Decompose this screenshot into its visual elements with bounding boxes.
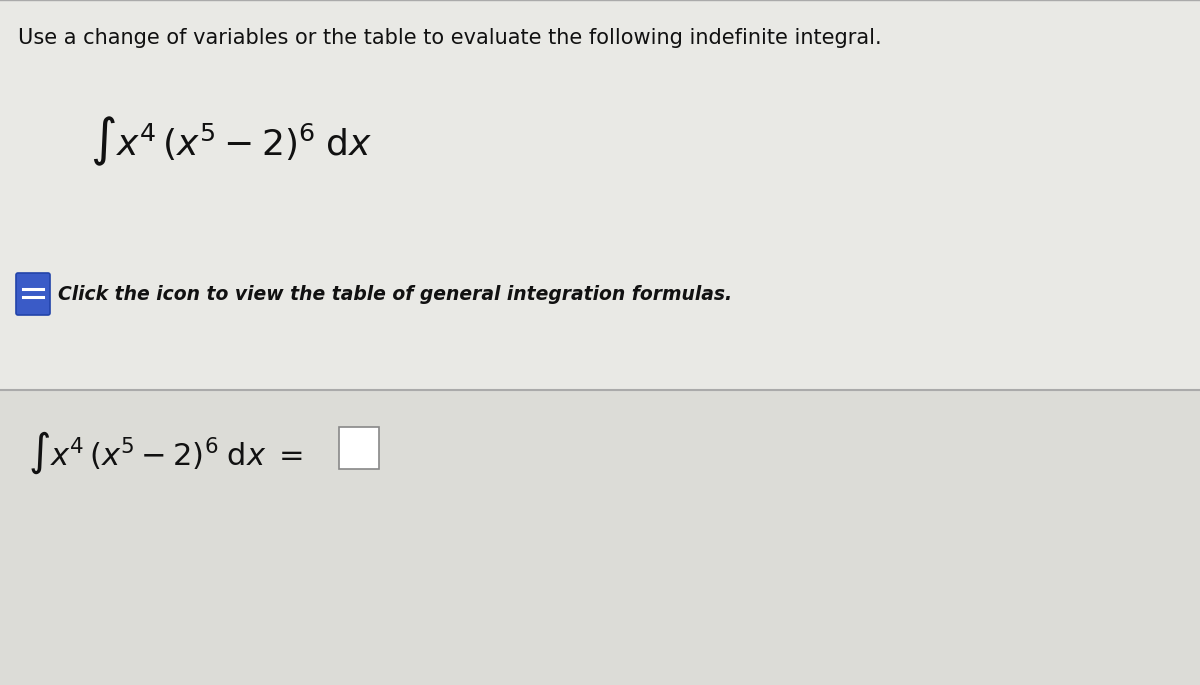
FancyBboxPatch shape [16, 273, 50, 315]
Text: $\int x^4\,(x^5-2)^6\;\mathrm{d}x\;=$: $\int x^4\,(x^5-2)^6\;\mathrm{d}x\;=$ [28, 430, 302, 477]
FancyBboxPatch shape [340, 427, 379, 469]
Text: Click the icon to view the table of general integration formulas.: Click the icon to view the table of gene… [58, 284, 732, 303]
FancyBboxPatch shape [0, 0, 1200, 390]
FancyBboxPatch shape [0, 390, 1200, 685]
Text: $\int x^4\,(x^5-2)^6\;\mathrm{d}x$: $\int x^4\,(x^5-2)^6\;\mathrm{d}x$ [90, 115, 372, 169]
Text: Use a change of variables or the table to evaluate the following indefinite inte: Use a change of variables or the table t… [18, 28, 882, 48]
